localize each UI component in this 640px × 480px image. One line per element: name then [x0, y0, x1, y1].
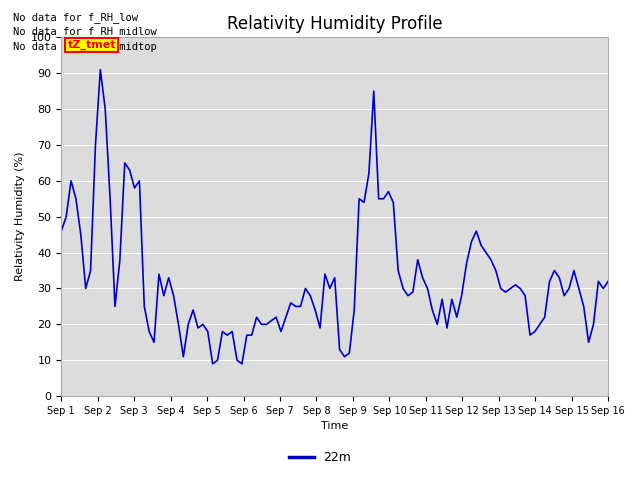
Text: tZ_tmet: tZ_tmet: [68, 40, 116, 50]
Y-axis label: Relativity Humidity (%): Relativity Humidity (%): [15, 152, 25, 281]
Text: No data for f_RH_midtop: No data for f_RH_midtop: [13, 41, 157, 52]
Legend: 22m: 22m: [284, 446, 356, 469]
Text: No data for f_RH_low: No data for f_RH_low: [13, 12, 138, 23]
X-axis label: Time: Time: [321, 421, 348, 432]
Title: Relativity Humidity Profile: Relativity Humidity Profile: [227, 15, 442, 33]
Text: No data for f_RH_midlow: No data for f_RH_midlow: [13, 26, 157, 37]
